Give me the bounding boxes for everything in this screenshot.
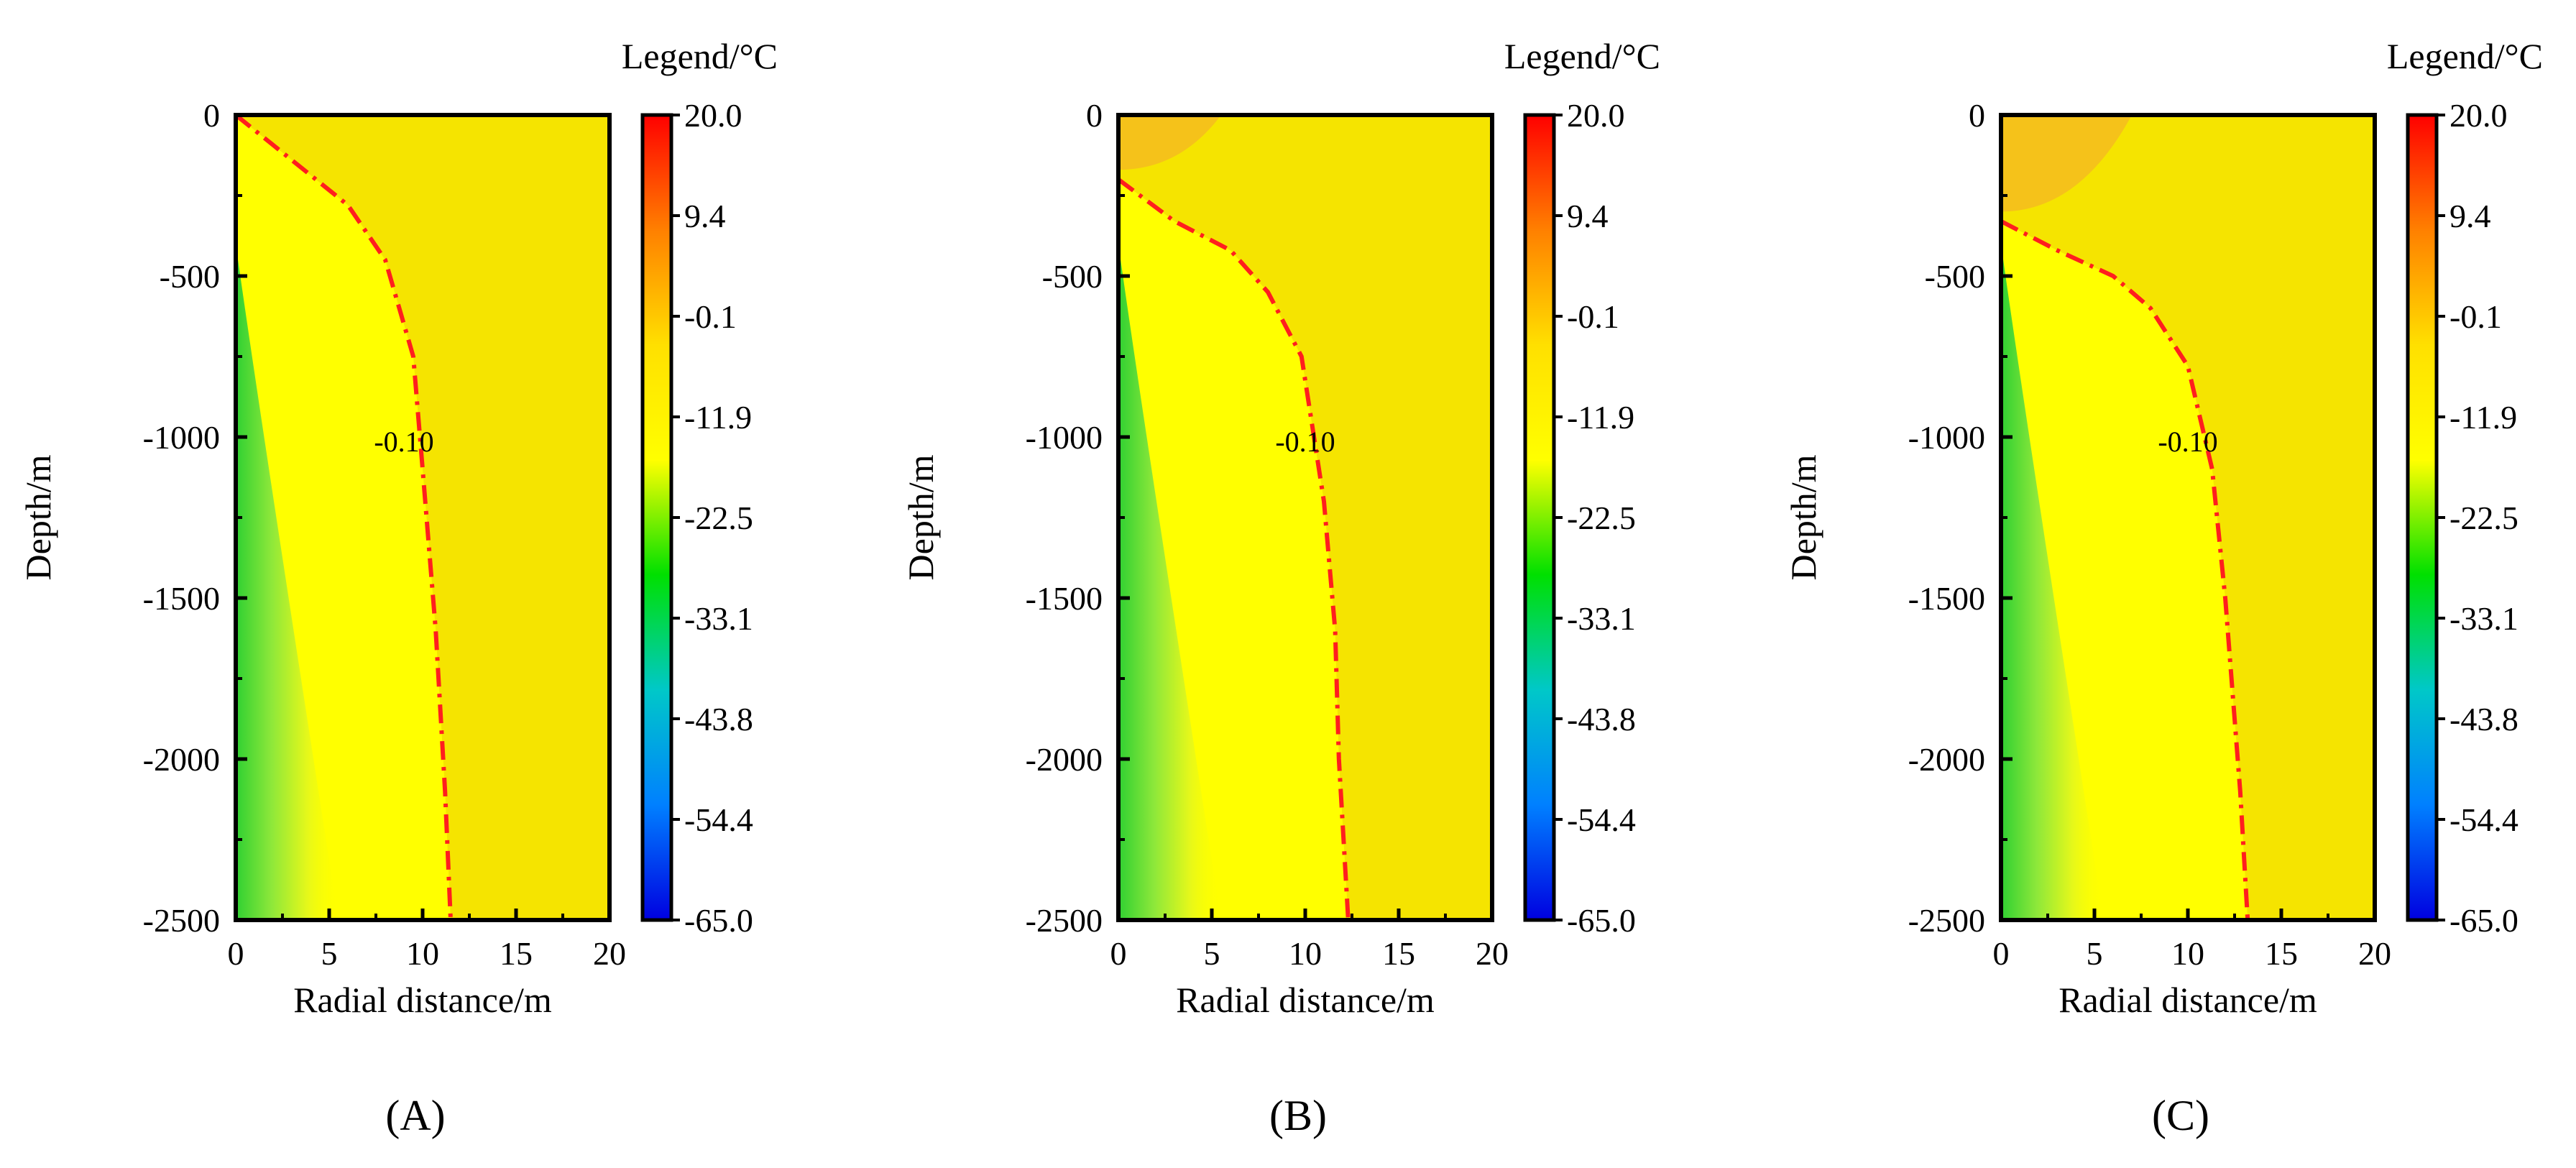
x-tick-label: 10 (406, 935, 439, 972)
y-tick-label: -2000 (1908, 741, 1985, 778)
y-tick-label: 0 (1086, 97, 1103, 134)
y-tick-label: -2000 (1026, 741, 1103, 778)
x-tick-label: 0 (228, 935, 244, 972)
y-axis-title: Depth/m (18, 454, 58, 580)
x-tick-label: 20 (593, 935, 626, 972)
colorbar-tick-label: -22.5 (684, 500, 753, 536)
cold-core-region (2001, 244, 2104, 920)
colorbar-tick-label: 9.4 (1567, 198, 1609, 234)
colorbar-tick-label: -33.1 (684, 600, 753, 637)
colorbar-tick-label: -0.1 (684, 298, 737, 335)
colorbar (640, 113, 673, 922)
x-axis-title: Radial distance/m (2058, 980, 2317, 1020)
colorbar-tick-label: -33.1 (1567, 600, 1636, 637)
colorbar-tick-label: -11.9 (684, 399, 752, 436)
x-tick-label: 10 (1289, 935, 1322, 972)
y-tick-label: -1000 (1908, 419, 1985, 456)
y-tick-label: -500 (1042, 258, 1103, 295)
x-tick-label: 10 (2171, 935, 2204, 972)
y-tick-label: -1500 (1026, 580, 1103, 617)
legend-title: Legend/°C (1504, 36, 1660, 76)
colorbar (2406, 113, 2439, 922)
cold-core-region (236, 244, 339, 920)
contour-line (1118, 178, 1351, 920)
warm-zone-region (2001, 115, 2132, 212)
colorbar-tick-label: -22.5 (1567, 500, 1636, 536)
panel-label: (A) (385, 1092, 445, 1139)
x-tick-label: 20 (1476, 935, 1509, 972)
contour-label: -0.10 (2158, 426, 2217, 458)
x-tick-label: 15 (500, 935, 533, 972)
contour-line (2001, 219, 2250, 920)
colorbar-tick-label: -43.8 (1567, 701, 1636, 737)
colorbar-tick-label: -0.1 (2450, 298, 2502, 335)
panel-label: (C) (2152, 1092, 2209, 1139)
y-tick-label: -500 (1925, 258, 1985, 295)
y-tick-label: 0 (1969, 97, 1985, 134)
colorbar-tick-label: 9.4 (684, 198, 726, 234)
legend-title: Legend/°C (622, 36, 778, 76)
temperature-field (2001, 115, 2375, 920)
y-tick-label: 0 (203, 97, 220, 134)
y-tick-label: -1500 (143, 580, 220, 617)
colorbar-tick-label: -43.8 (2450, 701, 2518, 737)
y-tick-label: -2500 (1026, 902, 1103, 939)
warm-zone-region (1118, 115, 1221, 170)
colorbar-tick-label: -54.4 (2450, 801, 2518, 838)
contour-label: -0.10 (1275, 426, 1335, 458)
y-tick-label: -1500 (1908, 580, 1985, 617)
y-axis-title: Depth/m (1783, 454, 1823, 580)
y-tick-label: -2500 (143, 902, 220, 939)
panel-label: (B) (1269, 1092, 1327, 1139)
x-axis-title: Radial distance/m (293, 980, 552, 1020)
colorbar-tick-label: -65.0 (2450, 902, 2518, 939)
colorbar-tick-label: -54.4 (1567, 801, 1636, 838)
colorbar-tick-label: 20.0 (684, 97, 742, 134)
x-axis-title: Radial distance/m (1176, 980, 1435, 1020)
colorbar-tick-label: -43.8 (684, 701, 753, 737)
y-axis-title: Depth/m (901, 454, 941, 580)
colorbar-tick-label: 20.0 (2450, 97, 2508, 134)
colorbar-tick-label: -11.9 (1567, 399, 1634, 436)
colorbar-tick-label: -54.4 (684, 801, 753, 838)
contour-line (236, 115, 453, 920)
x-tick-label: 0 (1110, 935, 1127, 972)
colorbar (1523, 113, 1556, 922)
contour-label: -0.10 (374, 426, 433, 458)
x-tick-label: 0 (1993, 935, 2010, 972)
y-tick-label: -500 (160, 258, 220, 295)
colorbar-tick-label: -11.9 (2450, 399, 2517, 436)
x-tick-label: 15 (1382, 935, 1415, 972)
colorbar-tick-label: -65.0 (1567, 902, 1636, 939)
colorbar-tick-label: -65.0 (684, 902, 753, 939)
y-tick-label: -1000 (1026, 419, 1103, 456)
colorbar-tick-label: 20.0 (1567, 97, 1625, 134)
cold-core-region (1118, 244, 1221, 920)
temperature-field (236, 115, 610, 920)
legend-title: Legend/°C (2387, 36, 2543, 76)
x-tick-label: 15 (2265, 935, 2298, 972)
y-tick-label: -2000 (143, 741, 220, 778)
x-tick-label: 5 (2087, 935, 2103, 972)
y-tick-label: -1000 (143, 419, 220, 456)
colorbar-tick-label: 9.4 (2450, 198, 2491, 234)
x-tick-label: 20 (2358, 935, 2391, 972)
colorbar-tick-label: -0.1 (1567, 298, 1619, 335)
y-tick-label: -2500 (1908, 902, 1985, 939)
colorbar-tick-label: -22.5 (2450, 500, 2518, 536)
temperature-field (1118, 115, 1492, 920)
x-tick-label: 5 (1204, 935, 1220, 972)
x-tick-label: 5 (321, 935, 338, 972)
colorbar-tick-label: -33.1 (2450, 600, 2518, 637)
